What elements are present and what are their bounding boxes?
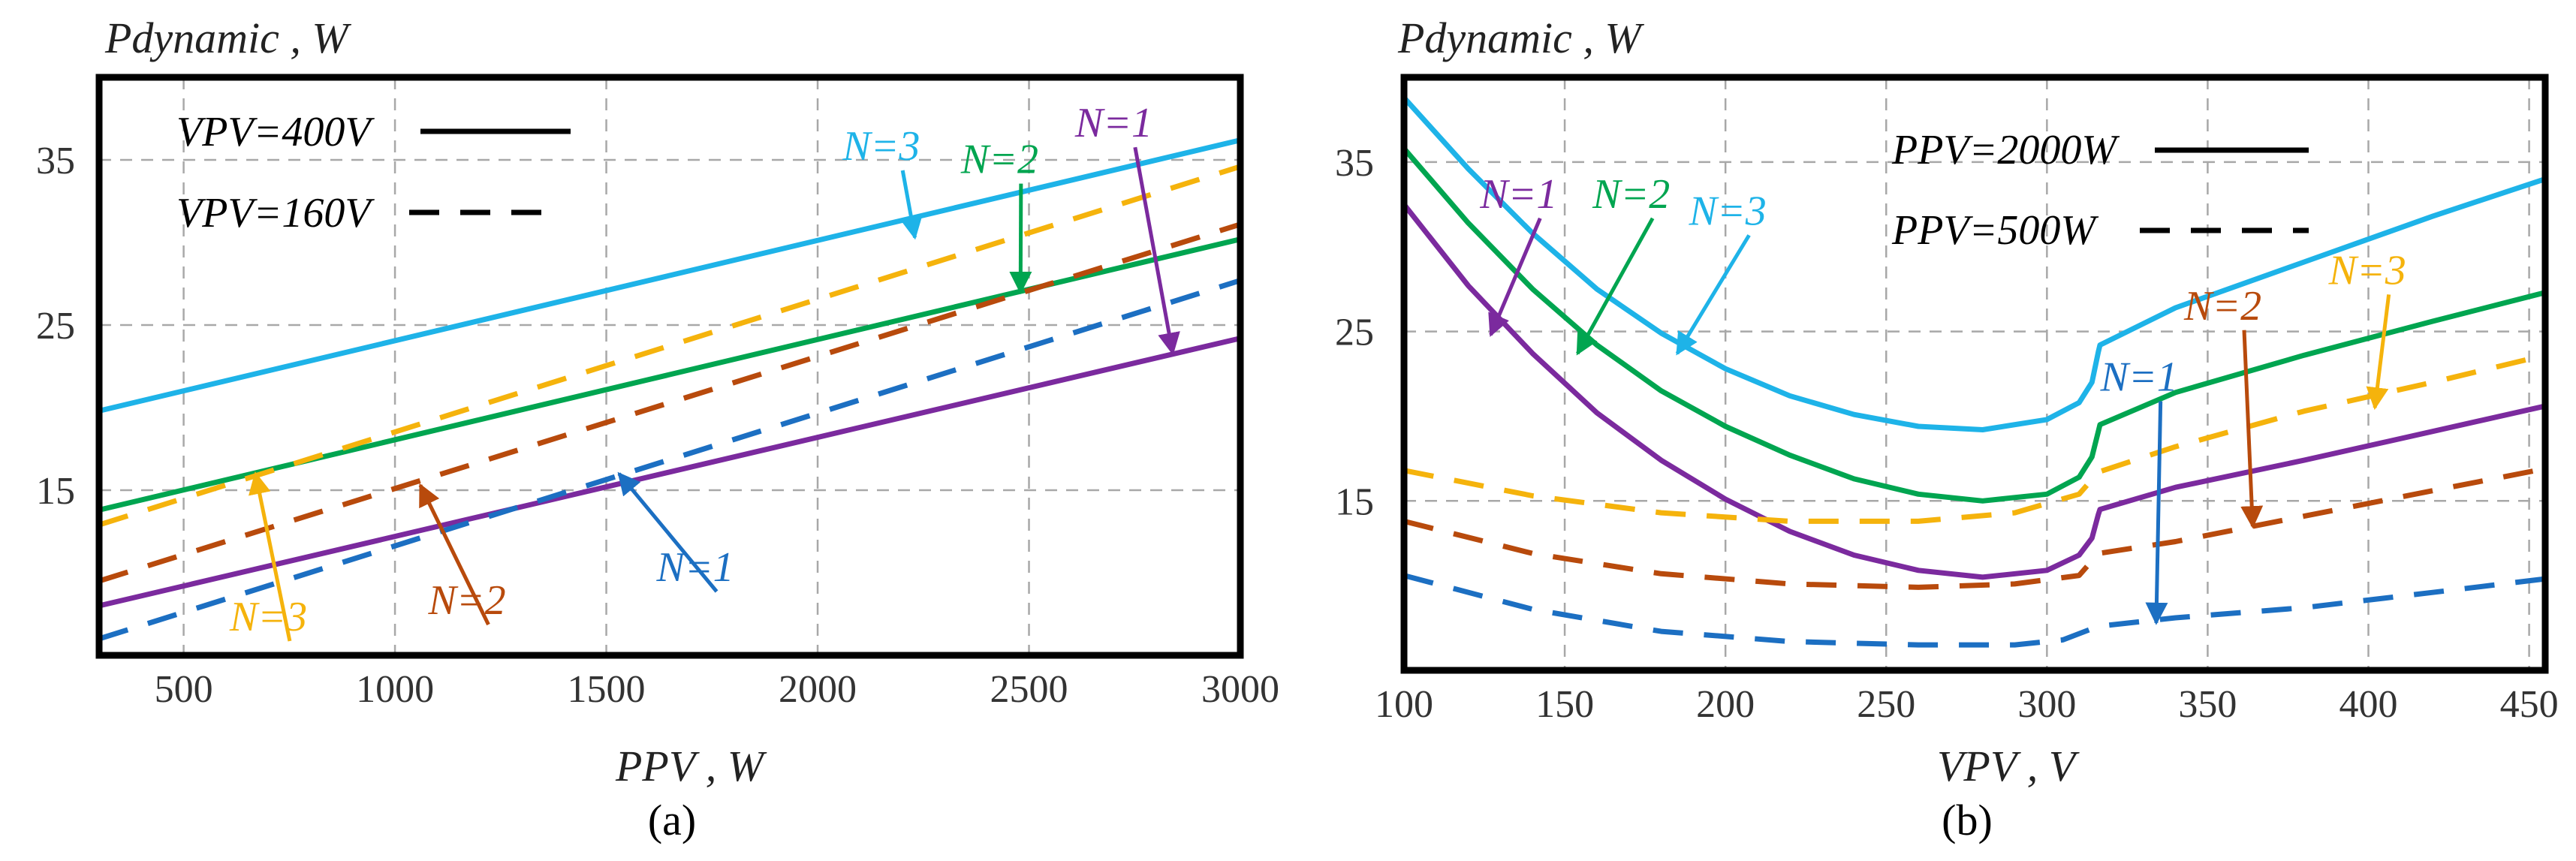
annotation-label-a: N=1 [1074, 100, 1152, 146]
plot-frame-b [1400, 74, 2549, 674]
y-tick-label-b: 15 [1335, 480, 1374, 523]
annotation-arrow-b [1488, 217, 1542, 337]
x-tick-label-b: 150 [1535, 683, 1594, 726]
series-line-b-N3-dashed [1403, 352, 2546, 524]
x-tick-label-b: 200 [1696, 683, 1755, 726]
annotation-label-a: N=1 [656, 544, 734, 591]
series-line-a-N3-solid [98, 137, 1241, 414]
y-axis-label-a: Pdynamic , W [104, 14, 351, 62]
legend-a-solid-label: VPV=400V [176, 109, 375, 155]
y-axis-label-b: Pdynamic , W [1397, 14, 1644, 62]
series-line-b-N3-solid [1402, 95, 2547, 432]
chart-panel-b: Pdynamic , W N=1 N=2 N=3N=1N=2N=3 PPV=2000… [1335, 14, 2559, 844]
annotation-arrow-b [1576, 217, 1655, 356]
annotation-label-a: N=3 [842, 123, 920, 170]
annotation-arrow-b [2145, 401, 2168, 625]
annotation-arrow-a [418, 483, 490, 626]
chart-panel-a: Pdynamic , W N=3 N=2 N=1 N=3 N=2 N=1 VPV=400V… [36, 14, 1279, 844]
annotation-label-a: N=3 [229, 594, 307, 640]
x-tick-label-a: 1000 [356, 668, 434, 711]
y-tick-label-b: 35 [1335, 142, 1374, 185]
series-line-a-N1-solid [98, 336, 1241, 609]
y-tick-label-b: 25 [1335, 312, 1374, 354]
x-tick-label-b: 350 [2178, 683, 2237, 726]
x-axis-label-b: VPV , V [1937, 742, 2080, 790]
annotation-arrow-a [899, 170, 923, 240]
y-tick-label-a: 15 [36, 470, 75, 513]
annotation-arrow-a [249, 471, 292, 642]
series-line-a-N3-dashed [98, 164, 1242, 528]
x-tick-label-b: 300 [2017, 683, 2076, 726]
x-tick-label-a: 3000 [1201, 668, 1279, 711]
y-tick-label-a: 35 [36, 140, 75, 182]
x-tick-label-a: 500 [155, 668, 213, 711]
plot-frame-a [95, 74, 1244, 659]
annotation-arrow-a [617, 471, 719, 593]
annotation-label-b: N=3 [1689, 188, 1767, 234]
series-line-a-N1-dashed [98, 278, 1242, 642]
annotation-label-b: N=2 [2183, 283, 2261, 330]
x-axis-label-a: PPV , W [615, 742, 767, 790]
annotation-arrow-b [2366, 294, 2391, 411]
x-tick-label-a: 2500 [990, 668, 1068, 711]
x-tick-label-b: 250 [1857, 683, 1915, 726]
annotation-arrow-a [1133, 146, 1180, 356]
series-line-b-N1-solid [1402, 203, 2546, 580]
annotation-arrow-a [1009, 183, 1032, 294]
series-line-a-N2-dashed [98, 221, 1242, 584]
annotation-arrow-b [1675, 234, 1751, 356]
annotation-arrow-b [2240, 330, 2264, 529]
x-tick-label-a: 2000 [779, 668, 857, 711]
y-tick-label-a: 25 [36, 305, 75, 348]
panel-label-b: (b) [1942, 796, 1993, 844]
legend-a-dashed-label: VPV=160V [176, 190, 375, 236]
legend-a: VPV=400V VPV=160V [176, 109, 571, 236]
series-line-b-N1-dashed [1403, 573, 2546, 648]
annotation-label-a: N=2 [960, 137, 1038, 183]
annotation-label-b: N=1 [2100, 354, 2178, 401]
series-line-b-N2-solid [1402, 146, 2546, 504]
annotation-label-b: N=1 [1479, 171, 1557, 218]
legend-b-solid-label: PPV=2000W [1891, 127, 2120, 173]
annotation-label-b: N=2 [1592, 171, 1670, 218]
panel-label-a: (a) [648, 796, 696, 844]
annotation-label-a: N=2 [428, 577, 506, 624]
x-tick-label-a: 1500 [568, 668, 646, 711]
x-tick-label-b: 450 [2500, 683, 2559, 726]
annotation-label-b: N=3 [2328, 247, 2406, 294]
series-line-b-N2-dashed [1403, 465, 2546, 590]
x-tick-label-b: 400 [2339, 683, 2398, 726]
legend-b-dashed-label: PPV=500W [1891, 207, 2098, 254]
x-tick-label-b: 100 [1375, 683, 1433, 726]
legend-b: PPV=2000W PPV=500W [1891, 127, 2309, 254]
